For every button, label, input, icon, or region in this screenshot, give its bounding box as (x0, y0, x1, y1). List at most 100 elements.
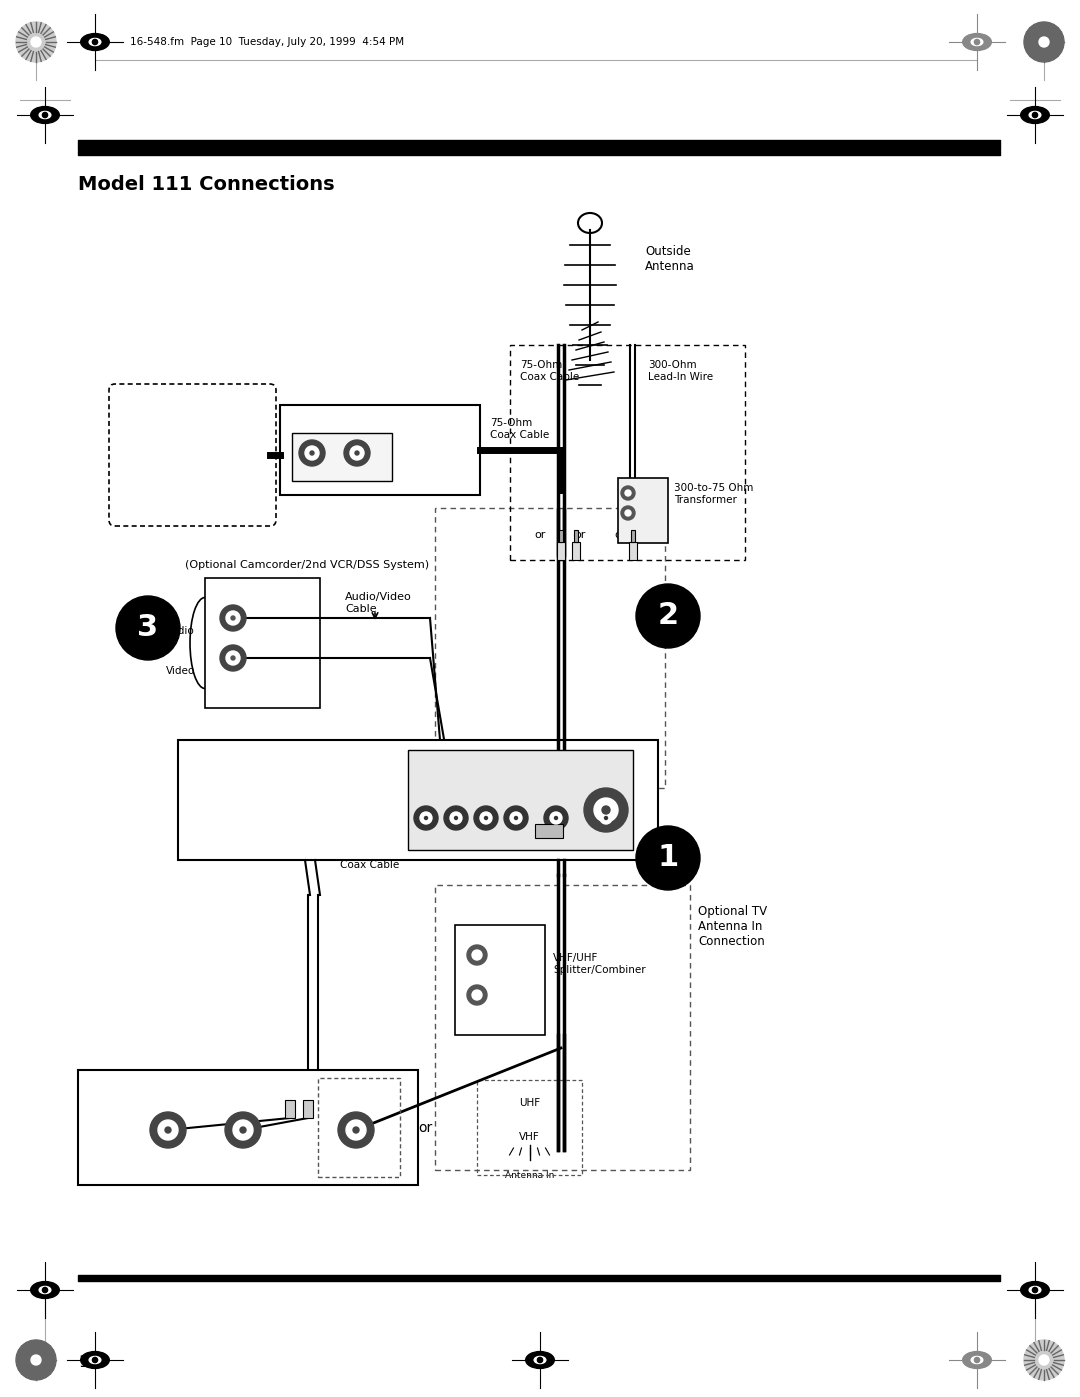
Bar (559, 529, 563, 542)
Circle shape (420, 812, 432, 824)
Circle shape (350, 446, 364, 460)
Bar (78, 1070, 418, 1185)
Text: 300-to-75 Ohm
Transformer: 300-to-75 Ohm Transformer (674, 483, 754, 504)
Bar (285, 1099, 295, 1118)
Text: Model 111 Connections: Model 111 Connections (78, 175, 335, 194)
Text: Audio In: Audio In (225, 1175, 261, 1185)
Text: Cable
(CATV)
Company: Cable (CATV) Company (157, 437, 229, 483)
Circle shape (455, 816, 458, 820)
Text: Optional TV
Antenna In
Connection: Optional TV Antenna In Connection (698, 905, 767, 949)
Ellipse shape (962, 34, 991, 50)
Circle shape (345, 440, 370, 467)
Ellipse shape (535, 1356, 545, 1363)
Bar (178, 740, 658, 861)
Circle shape (42, 1288, 48, 1292)
Text: Audio/Video
Cable: Audio/Video Cable (185, 838, 247, 859)
Text: or: or (535, 529, 545, 541)
Text: (Optional Camcorder/2nd VCR/DSS System): (Optional Camcorder/2nd VCR/DSS System) (185, 560, 429, 570)
Text: 75-Ohm
Coax Cable: 75-Ohm Coax Cable (490, 418, 550, 440)
Text: Cable Box: Cable Box (292, 419, 366, 432)
Circle shape (355, 451, 359, 455)
Circle shape (625, 510, 631, 515)
Circle shape (444, 806, 468, 830)
Circle shape (93, 39, 97, 45)
Circle shape (514, 816, 517, 820)
Bar (572, 542, 580, 560)
Text: TV: TV (86, 1084, 110, 1102)
Circle shape (974, 39, 980, 45)
Circle shape (605, 816, 607, 820)
Circle shape (16, 22, 56, 61)
Circle shape (472, 990, 482, 1000)
Circle shape (231, 657, 235, 659)
FancyBboxPatch shape (109, 384, 276, 527)
Circle shape (974, 1358, 980, 1362)
Circle shape (233, 1120, 253, 1140)
Circle shape (310, 451, 314, 455)
Ellipse shape (30, 1281, 59, 1298)
Text: IN FROM
ANT.: IN FROM ANT. (413, 768, 440, 778)
Bar (629, 542, 637, 560)
Circle shape (414, 806, 438, 830)
Text: 10: 10 (78, 1355, 97, 1370)
Text: UHF: UHF (518, 1098, 540, 1108)
Ellipse shape (90, 1356, 100, 1363)
Bar (535, 824, 563, 838)
Circle shape (225, 1112, 261, 1148)
Circle shape (353, 1127, 359, 1133)
Text: Audio: Audio (165, 626, 195, 636)
Circle shape (346, 1120, 366, 1140)
Circle shape (594, 798, 618, 821)
Circle shape (338, 1112, 374, 1148)
Ellipse shape (1021, 1281, 1050, 1298)
Circle shape (636, 826, 700, 890)
Circle shape (600, 812, 612, 824)
Bar (618, 478, 669, 543)
Circle shape (1024, 1340, 1064, 1380)
Circle shape (231, 616, 235, 620)
Ellipse shape (81, 1351, 109, 1369)
Ellipse shape (971, 1356, 983, 1363)
Text: Video In: Video In (150, 1175, 187, 1185)
Circle shape (504, 806, 528, 830)
Ellipse shape (39, 1287, 51, 1294)
Circle shape (625, 490, 631, 496)
Circle shape (472, 950, 482, 960)
Circle shape (93, 1358, 97, 1362)
Circle shape (602, 806, 610, 814)
Ellipse shape (90, 39, 100, 46)
Text: Outside
Antenna: Outside Antenna (645, 244, 694, 272)
Circle shape (1024, 22, 1064, 61)
Text: OUT: OUT (348, 474, 366, 482)
Circle shape (220, 605, 246, 631)
Text: 1: 1 (658, 844, 678, 873)
Text: VHF/UHF
OUT TO TV: VHF/UHF OUT TO TV (534, 792, 563, 803)
Circle shape (1039, 36, 1049, 47)
Ellipse shape (526, 1351, 554, 1369)
Circle shape (554, 816, 557, 820)
Circle shape (544, 806, 568, 830)
Text: or: or (575, 529, 585, 541)
Text: 2: 2 (658, 602, 678, 630)
Circle shape (467, 944, 487, 965)
Text: Antenna In: Antenna In (504, 1171, 554, 1180)
Ellipse shape (1021, 106, 1050, 123)
Text: VHF/UHF
Splitter/Combiner: VHF/UHF Splitter/Combiner (553, 953, 646, 975)
Text: Audio/Video
Cable: Audio/Video Cable (345, 592, 411, 613)
Circle shape (621, 506, 635, 520)
Bar (557, 542, 565, 560)
Circle shape (150, 1112, 186, 1148)
Text: VHF: VHF (519, 1132, 540, 1141)
Bar (573, 529, 578, 542)
Circle shape (480, 812, 492, 824)
Circle shape (31, 1355, 41, 1365)
Circle shape (240, 1127, 246, 1133)
Bar (303, 1099, 313, 1118)
Text: Video: Video (165, 666, 195, 676)
Circle shape (550, 812, 562, 824)
Circle shape (538, 1358, 542, 1362)
Bar (631, 529, 635, 542)
Circle shape (485, 816, 487, 820)
Circle shape (220, 645, 246, 671)
Circle shape (636, 584, 700, 648)
